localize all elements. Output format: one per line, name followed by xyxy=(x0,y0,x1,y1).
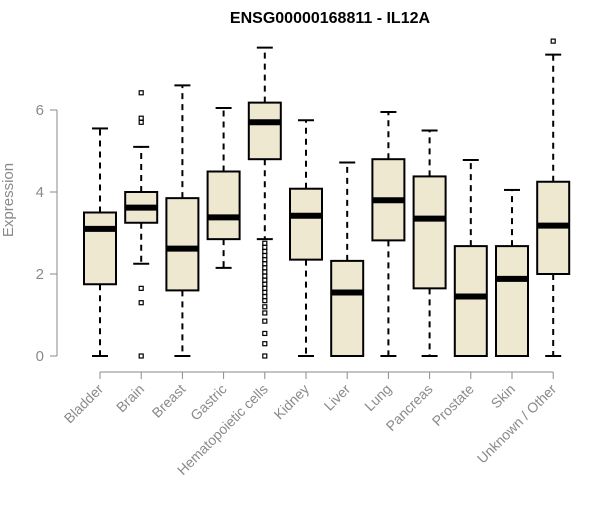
outlier-point xyxy=(262,277,268,283)
outlier-point xyxy=(262,298,268,304)
x-tick-label: Lung xyxy=(361,381,394,414)
y-tick-label: 4 xyxy=(36,184,44,201)
outlier-point xyxy=(262,330,268,337)
iqr-box xyxy=(289,187,323,261)
outlier-point xyxy=(550,38,556,44)
outlier-point xyxy=(262,289,268,296)
iqr-box xyxy=(247,101,282,161)
outlier-point xyxy=(262,265,268,271)
box-group xyxy=(165,84,200,357)
box-group xyxy=(536,38,571,357)
iqr-box xyxy=(495,245,529,357)
y-tick-label: 2 xyxy=(36,266,44,283)
outlier-point xyxy=(262,248,268,255)
box-group xyxy=(330,161,365,358)
y-tick-label: 0 xyxy=(36,348,44,365)
outlier-point xyxy=(262,353,268,359)
box-group xyxy=(453,159,488,357)
outlier-point xyxy=(138,285,144,291)
outlier-point xyxy=(138,300,144,306)
outlier-point xyxy=(262,273,268,279)
x-tick-label: Brain xyxy=(113,381,147,415)
outlier-point xyxy=(262,244,268,250)
x-tick-label: Prostate xyxy=(429,381,477,429)
box-group xyxy=(412,129,447,357)
box-group xyxy=(371,111,406,357)
x-tick-label: Liver xyxy=(321,381,354,414)
outlier-point xyxy=(262,257,268,263)
box-group xyxy=(495,188,529,357)
outlier-point xyxy=(262,240,268,246)
x-tick-label: Bladder xyxy=(61,381,107,427)
outlier-point xyxy=(262,285,268,291)
box-group xyxy=(206,106,241,269)
iqr-box xyxy=(453,245,488,357)
box-group xyxy=(83,127,117,357)
outlier-point xyxy=(138,115,144,121)
y-tick-label: 6 xyxy=(36,102,44,119)
chart-title: ENSG00000168811 - IL12A xyxy=(230,10,431,27)
y-axis: 0 2 4 6 xyxy=(36,102,58,365)
outlier-point xyxy=(262,281,268,287)
box-group xyxy=(247,46,282,359)
outlier-point xyxy=(262,318,268,324)
iqr-box xyxy=(83,211,117,286)
outlier-point xyxy=(138,90,144,96)
outlier-point xyxy=(262,304,268,310)
x-tick-label: Skin xyxy=(488,381,519,412)
box-group xyxy=(124,90,159,359)
outlier-point xyxy=(262,252,268,259)
outlier-point xyxy=(138,353,144,359)
iqr-box xyxy=(206,170,241,241)
outlier-point xyxy=(262,293,268,300)
outlier-point xyxy=(262,341,268,347)
y-axis-label: Expression xyxy=(0,163,17,237)
outlier-point xyxy=(262,269,268,275)
plot-area xyxy=(83,38,571,359)
outlier-point xyxy=(262,310,268,316)
x-tick-label: Breast xyxy=(149,381,189,421)
outlier-point xyxy=(262,261,268,267)
outlier-point xyxy=(138,119,144,125)
box-group xyxy=(289,119,323,357)
iqr-box xyxy=(412,175,447,290)
iqr-box xyxy=(165,197,200,292)
iqr-box xyxy=(330,259,365,358)
x-tick-label: Kidney xyxy=(271,381,313,423)
